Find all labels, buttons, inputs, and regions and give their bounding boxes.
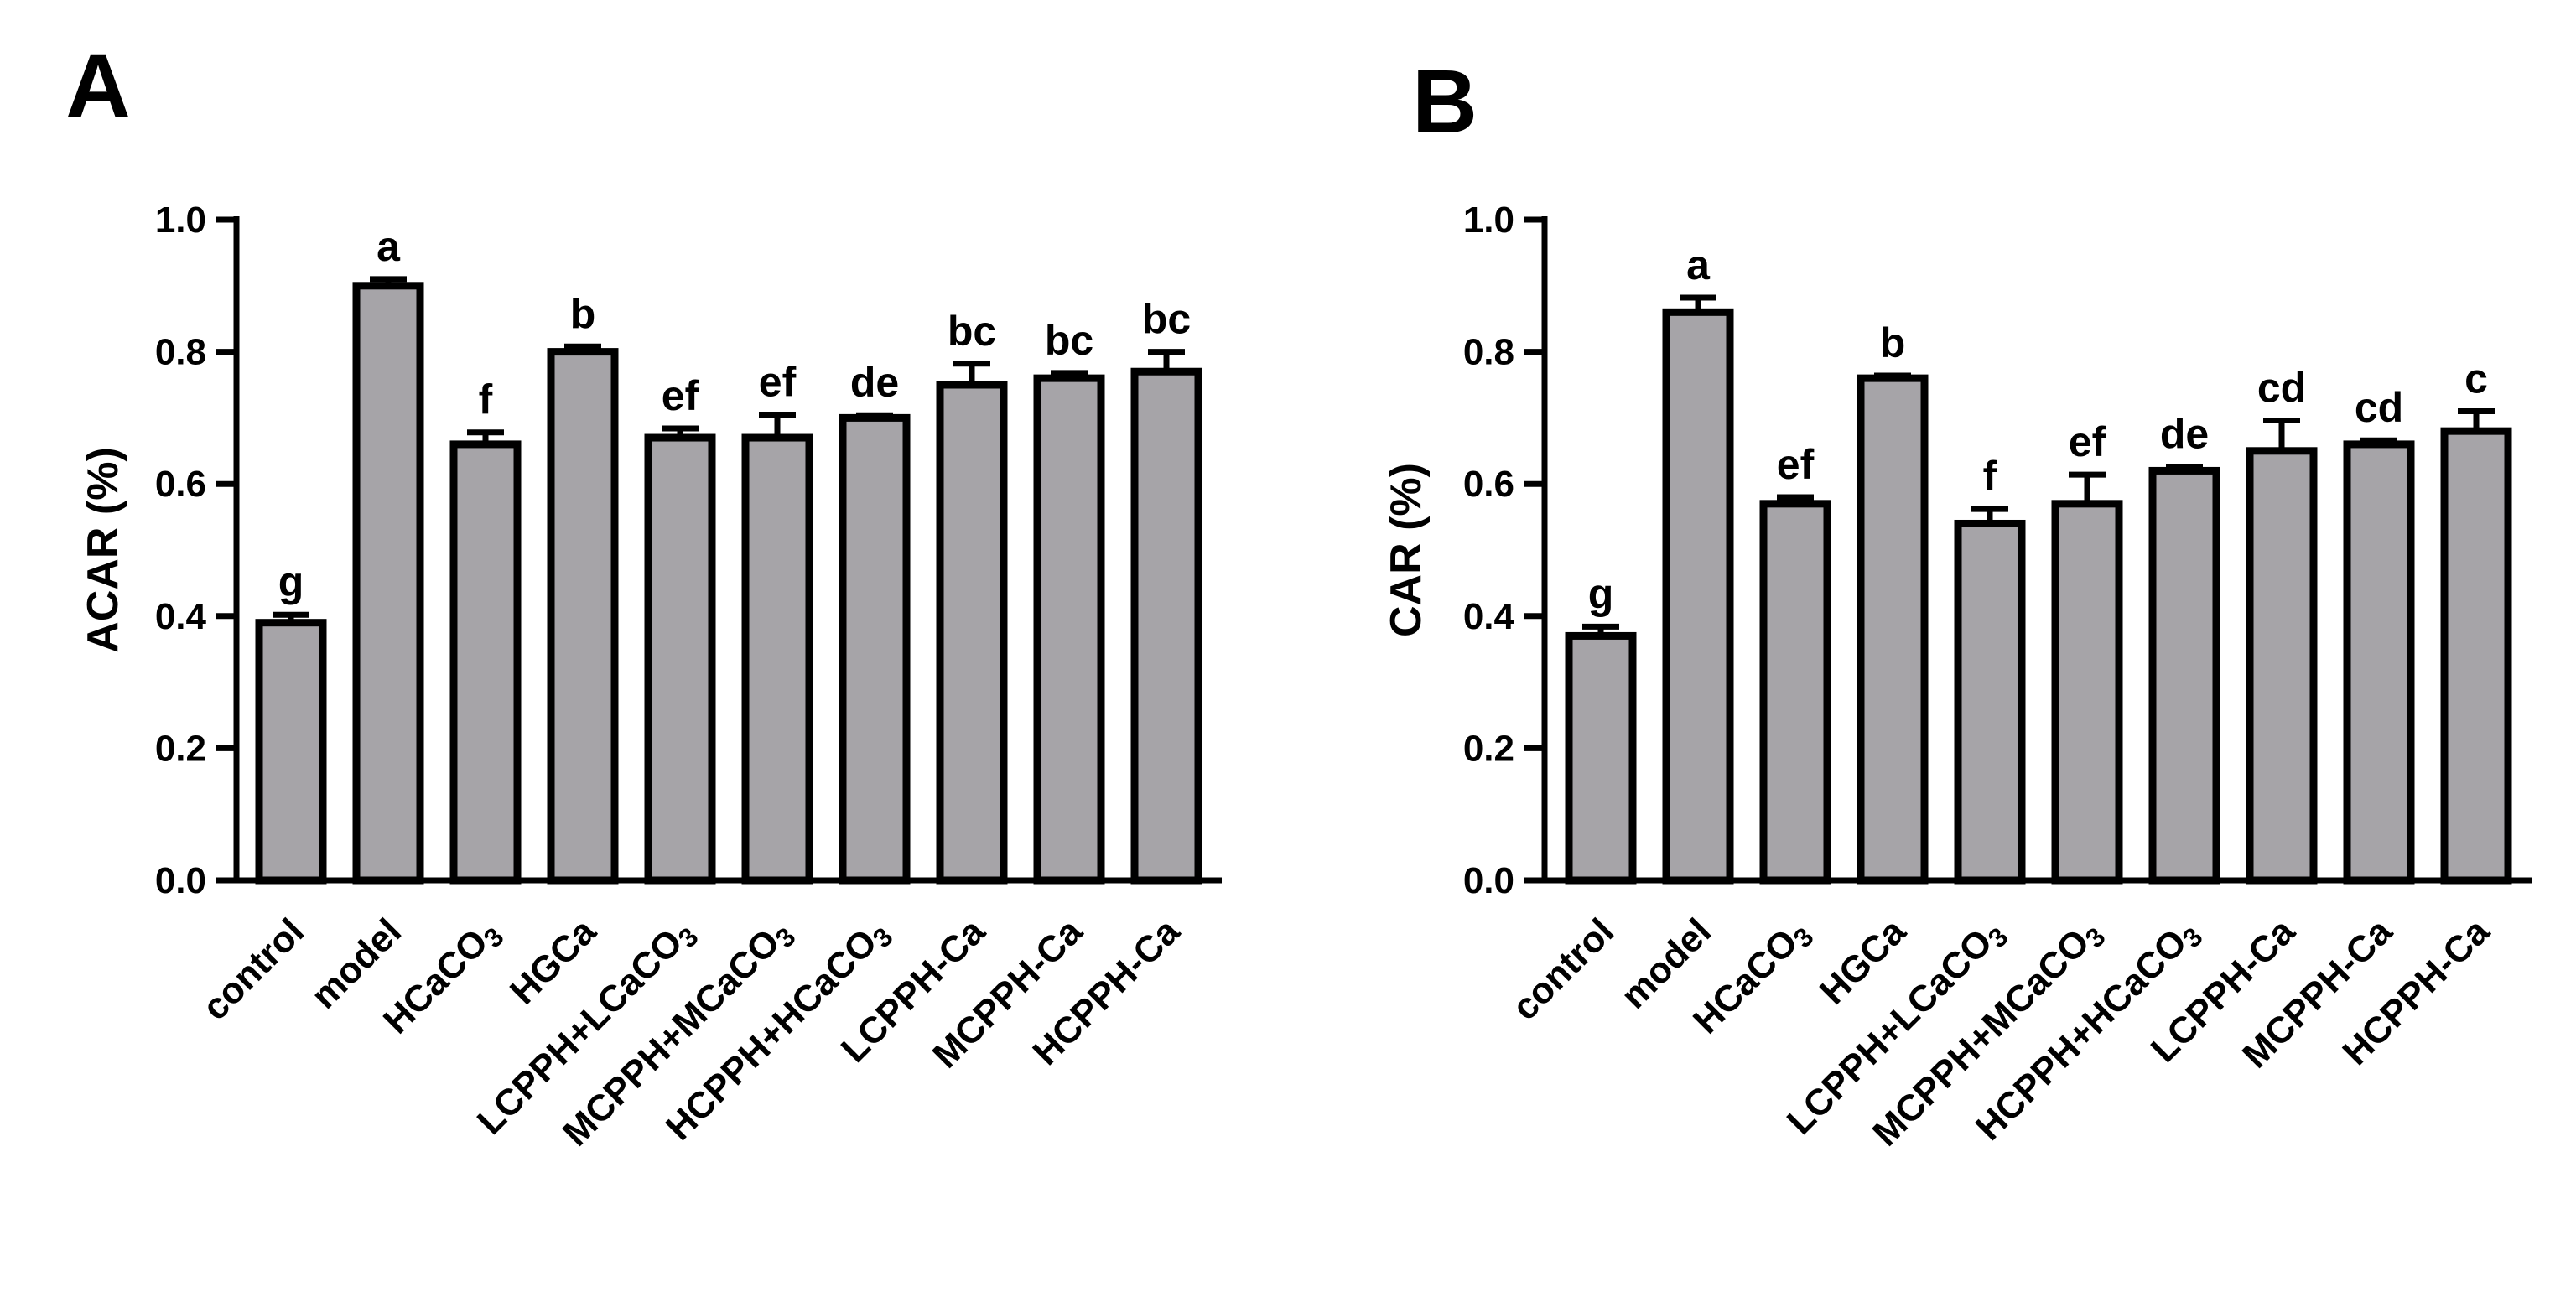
panel-b-category-label: control xyxy=(1504,911,1622,1028)
panel-a-significance-label: bc xyxy=(948,308,996,355)
panel-a-error-bar xyxy=(759,411,796,438)
panel-b-bar xyxy=(1954,519,2026,885)
panel-a-ytick-label: 1.0 xyxy=(155,200,206,241)
panel-b-error-bar xyxy=(1582,623,1619,636)
panel-a-significance-label: a xyxy=(377,223,401,270)
panel-b-ytick-label: 0.8 xyxy=(1463,332,1514,373)
panel-a-letter: A xyxy=(65,35,131,137)
panel-a-significance-label: f xyxy=(479,376,493,423)
panel-b-significance-label: cd xyxy=(2355,384,2403,431)
panel-b-error-bar xyxy=(1777,494,1814,504)
panel-b-significance-label: ef xyxy=(1777,441,1815,488)
panel-a-bar xyxy=(255,619,327,885)
panel-b-ytick-label: 0.6 xyxy=(1463,464,1514,505)
panel-a-category-label: control xyxy=(195,911,312,1028)
panel-a-category-name: control xyxy=(195,911,312,1028)
panel-b-error-bar xyxy=(1874,372,1911,379)
panel-a-ytick-label: 0.0 xyxy=(155,860,206,901)
panel-a-error-bar xyxy=(856,412,893,418)
panel-b-letter: B xyxy=(1412,50,1478,152)
panel-a-error-bar xyxy=(662,425,699,438)
panel-a-significance-label: g xyxy=(278,558,304,605)
panel-a-error-bar xyxy=(1051,370,1088,379)
panel-a-bar xyxy=(839,413,911,885)
panel-a-error-bar xyxy=(1148,349,1185,372)
panel-b-bar xyxy=(2440,427,2512,885)
panel-a-significance-label: ef xyxy=(759,358,797,405)
panel-a-error-bar xyxy=(370,276,407,286)
panel-b-bar xyxy=(2343,440,2415,885)
panel-b-category-name: control xyxy=(1504,911,1622,1028)
panel-b-significance-label: ef xyxy=(2069,418,2106,465)
panel-b-ytick-label: 0.4 xyxy=(1463,596,1515,637)
panel-b-error-bar xyxy=(2360,437,2397,444)
panel-b-significance-label: c xyxy=(2464,355,2488,402)
panel-a-error-bar xyxy=(467,429,504,444)
panel-b-significance-label: de xyxy=(2160,411,2209,458)
panel-b-axes xyxy=(1541,216,2532,884)
panel-a-significance-label: bc xyxy=(1142,296,1191,343)
panel-b-bar xyxy=(1662,308,1734,885)
panel-a-error-bar xyxy=(564,343,601,352)
panel-a-bar xyxy=(352,282,424,885)
panel-a-ytick-label: 0.8 xyxy=(155,332,206,373)
panel-b-error-bar xyxy=(1680,294,1716,313)
panel-a-significance-label: bc xyxy=(1045,317,1093,364)
panel-b-significance-label: cd xyxy=(2257,365,2306,412)
panel-a-bar xyxy=(547,348,619,885)
panel-b-significance-label: g xyxy=(1588,570,1614,617)
panel-b-ytick-label: 0.2 xyxy=(1463,728,1514,769)
panel-b-plot: 0.00.20.40.60.81.0gcontrolamodelefHCaCO3… xyxy=(1463,200,2532,1154)
panel-b-bar xyxy=(1857,374,1929,885)
panel-b-bar xyxy=(2051,500,2123,885)
panel-b-bar xyxy=(1759,500,1831,885)
panel-b-bar xyxy=(2246,447,2318,885)
panel-b-error-bar xyxy=(2263,418,2300,451)
panel-b-ytick-label: 0.0 xyxy=(1463,860,1514,901)
panel-a-ylabel: ACAR (%) xyxy=(79,447,127,653)
panel-a-bar xyxy=(1033,374,1105,885)
panel-a-bar xyxy=(936,381,1008,885)
panel-b-significance-label: b xyxy=(1880,319,1906,366)
panel-a-ytick-label: 0.2 xyxy=(155,728,206,769)
panel-b-significance-label: a xyxy=(1686,241,1711,288)
panel-b-bar xyxy=(2148,466,2220,885)
panel-b-error-bar xyxy=(2166,464,2203,471)
panel-b: B CAR (%) 0.00.20.40.60.81.0gcontrolamod… xyxy=(1382,50,2532,1154)
panel-a-significance-label: de xyxy=(850,359,899,406)
panel-a-axes xyxy=(233,216,1222,884)
panel-b-significance-label: f xyxy=(1983,453,1997,500)
panel-a: A ACAR (%) 0.00.20.40.60.81.0gcontrolamo… xyxy=(65,35,1222,1154)
panel-b-error-bar xyxy=(2069,471,2106,504)
panel-a-bar xyxy=(644,433,716,885)
panel-a-ytick-label: 0.6 xyxy=(155,464,206,505)
panel-a-ytick-label: 0.4 xyxy=(155,596,207,637)
panel-a-error-bar xyxy=(273,611,309,623)
panel-a-significance-label: ef xyxy=(662,372,699,419)
panel-a-error-bar xyxy=(953,361,990,385)
panel-a-bar xyxy=(1130,367,1202,885)
panel-a-plot: 0.00.20.40.60.81.0gcontrolamodelfHCaCO3b… xyxy=(155,200,1222,1154)
panel-b-error-bar xyxy=(1971,506,2008,524)
panel-a-bar xyxy=(449,440,522,885)
panel-b-error-bar xyxy=(2458,408,2495,432)
panel-a-significance-label: b xyxy=(570,290,596,337)
panel-b-ytick-label: 1.0 xyxy=(1463,200,1514,241)
panel-b-ylabel: CAR (%) xyxy=(1382,463,1431,637)
panel-a-bar xyxy=(741,433,813,885)
panel-b-bar xyxy=(1565,631,1637,885)
